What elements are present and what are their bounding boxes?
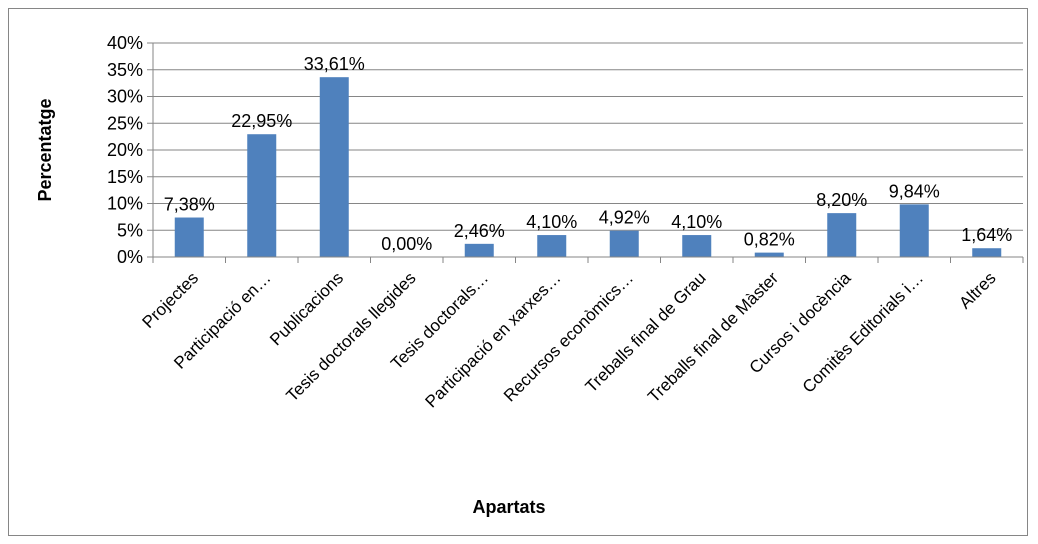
data-label: 0,00% bbox=[381, 234, 432, 254]
data-label: 7,38% bbox=[164, 195, 215, 215]
category-label: Participació en xarxes… bbox=[422, 268, 565, 411]
category-label: Projectes bbox=[139, 268, 203, 332]
bar bbox=[247, 134, 277, 257]
category-label: Treballs final de Grau bbox=[582, 268, 710, 396]
data-label: 2,46% bbox=[454, 221, 505, 241]
category-label: Altres bbox=[955, 268, 999, 312]
y-tick-label: 40% bbox=[107, 33, 143, 53]
gridlines bbox=[147, 42, 1023, 258]
bar bbox=[899, 204, 929, 257]
bars bbox=[174, 77, 1002, 258]
bar bbox=[754, 252, 784, 257]
data-label: 8,20% bbox=[816, 190, 867, 210]
y-axis-title: Percentatge bbox=[35, 98, 55, 201]
x-axis-title: Apartats bbox=[472, 497, 545, 517]
category-label: Comitès Editorials i… bbox=[799, 268, 927, 396]
y-tick-label: 30% bbox=[107, 87, 143, 107]
category-label: Recursos econòmics… bbox=[500, 268, 637, 405]
bar bbox=[319, 77, 349, 258]
y-tick-labels: 0% 5% 10% 15% 20% 25% 30% 35% 40% bbox=[107, 33, 143, 267]
data-label: 4,10% bbox=[671, 212, 722, 232]
category-label: Publicacions bbox=[266, 268, 347, 349]
y-tick-label: 15% bbox=[107, 167, 143, 187]
data-label: 4,92% bbox=[599, 208, 650, 228]
data-labels: 7,38% 22,95% 33,61% 0,00% 2,46% 4,10% 4,92% 4,1… bbox=[164, 54, 1013, 254]
y-tick-label: 35% bbox=[107, 60, 143, 80]
bar bbox=[537, 235, 567, 257]
bar bbox=[174, 217, 204, 257]
data-label: 22,95% bbox=[231, 111, 292, 131]
y-tick-label: 0% bbox=[117, 247, 143, 267]
category-label: Treballs final de Màster bbox=[644, 268, 782, 406]
y-tick-label: 20% bbox=[107, 140, 143, 160]
data-label: 0,82% bbox=[744, 230, 795, 250]
bar bbox=[972, 248, 1002, 257]
category-label: Tesis doctorals llegides bbox=[283, 268, 420, 405]
chart-area: 0% 5% 10% 15% 20% 25% 30% 35% 40% Projectes Parti… bbox=[8, 8, 1028, 536]
data-label: 1,64% bbox=[961, 225, 1012, 245]
data-label: 9,84% bbox=[889, 181, 940, 201]
y-tick-label: 5% bbox=[117, 220, 143, 240]
bar bbox=[827, 213, 857, 257]
data-label: 33,61% bbox=[304, 54, 365, 74]
bar bbox=[464, 243, 494, 257]
bar bbox=[682, 235, 712, 257]
axes bbox=[152, 43, 1024, 263]
y-tick-label: 10% bbox=[107, 194, 143, 214]
data-label: 4,10% bbox=[526, 212, 577, 232]
bar-chart: 0%5%10%15%20%25%30%35%40% ProjectesParti… bbox=[35, 33, 1024, 517]
bar bbox=[609, 230, 639, 257]
y-tick-label: 25% bbox=[107, 113, 143, 133]
